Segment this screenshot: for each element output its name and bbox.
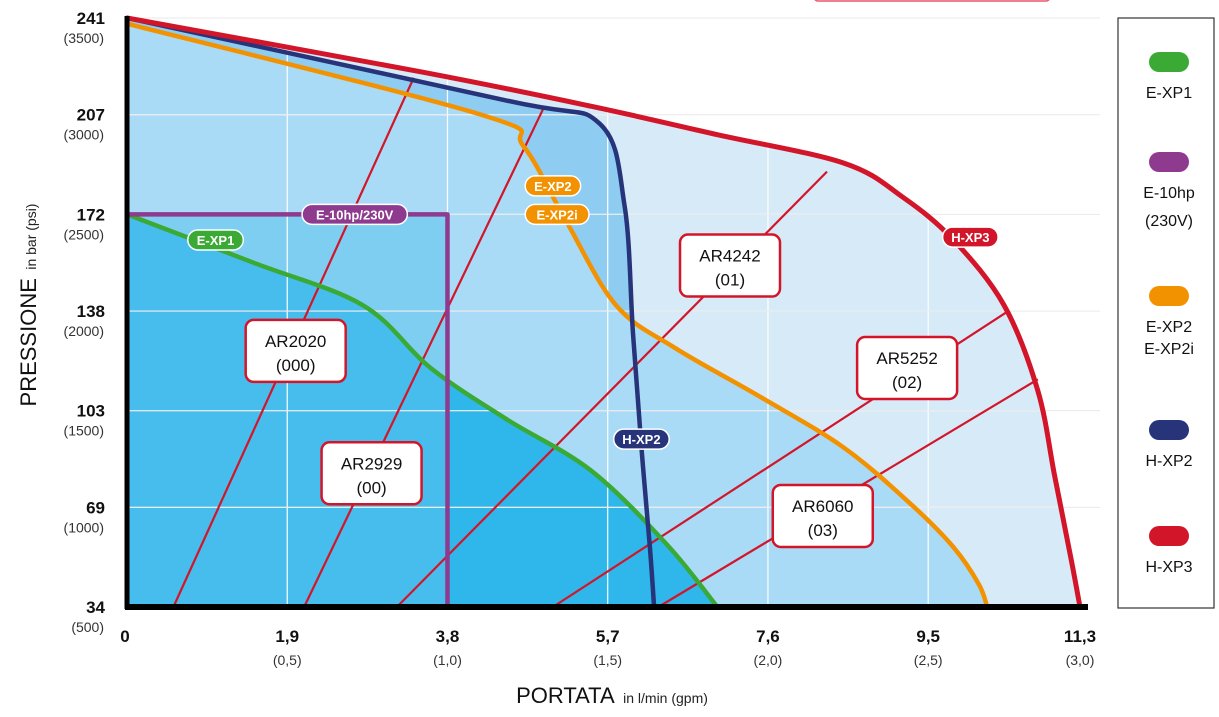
curve-label-pill xyxy=(187,229,245,251)
y-tick-label: 103 xyxy=(77,402,105,421)
legend-label: E-XP1 xyxy=(1146,85,1192,102)
curve-e-xp1 xyxy=(124,212,720,610)
y-tick-sublabel: (1500) xyxy=(64,423,104,439)
load-box-ar6060 xyxy=(771,483,875,549)
legend-label-secondary: (230V) xyxy=(1145,213,1193,230)
x-tick-sublabel: (2,5) xyxy=(914,652,943,668)
x-tick-label: 1,9 xyxy=(275,627,299,646)
load-box-title: AR4242 xyxy=(699,247,760,266)
legend: E-XP1 E-10hp (230V) E-XP2 E-XP2i H-XP2 H-XP3 xyxy=(814,0,1215,609)
legend-swatch xyxy=(1149,526,1189,546)
y-tick-sublabel: (1000) xyxy=(64,519,104,535)
curve-label-pill xyxy=(301,203,409,226)
curve-label-text: H-XP3 xyxy=(951,230,989,245)
curve-label-pill xyxy=(941,226,999,248)
legend-swatch xyxy=(1149,52,1189,72)
y-axis-label: PRESSIONE in bar (psi) xyxy=(16,204,41,407)
load-box-title: AR2929 xyxy=(341,454,402,473)
load-box-ar2929 xyxy=(320,441,423,506)
load-box-code: (000) xyxy=(276,356,316,375)
load-box-title: AR6060 xyxy=(792,497,853,516)
load-box-ar5252 xyxy=(855,335,959,401)
load-box-code: (03) xyxy=(808,521,838,540)
legend-frame xyxy=(1117,17,1215,609)
area-fills xyxy=(127,18,1080,608)
y-tick-label: 207 xyxy=(77,106,105,125)
curve-h-xp3 xyxy=(124,15,1083,610)
load-line-labels: AR2020 (000) AR2929 (00) AR4242 (01) AR5252 (02… xyxy=(244,233,959,549)
load-box-code: (02) xyxy=(892,373,922,392)
legend-label: E-XP2 xyxy=(1146,319,1192,336)
curve-label-text: E-XP2i xyxy=(537,207,578,222)
tick-labels: 241 (3500) 207 (3000) 172 (2500) 138 (2000) 103 (… xyxy=(64,9,1097,668)
x-tick-label: 11,3 xyxy=(1064,627,1096,646)
x-tick-sublabel: (0,5) xyxy=(273,652,302,668)
performance-curves xyxy=(124,15,1083,610)
load-box-title: AR5252 xyxy=(876,349,937,368)
legend-label: H-XP3 xyxy=(1145,559,1192,576)
curve-e-xp2-e-xp2i xyxy=(124,21,990,610)
x-tick-sublabel: (1,5) xyxy=(593,652,622,668)
y-tick-sublabel: (2500) xyxy=(64,226,104,242)
legend-label: E-10hp xyxy=(1143,185,1195,202)
load-box-code: (01) xyxy=(715,271,745,290)
curve-label-pill xyxy=(524,175,582,197)
curve-labels: E-10hp/230V E-XP1 E-XP2 E-XP2i H-XP2 H-XP3 xyxy=(187,175,999,450)
curve-label-pill xyxy=(524,203,590,226)
x-tick-label: 0 xyxy=(120,627,129,646)
load-box-title: AR2020 xyxy=(265,332,326,351)
load-box-code: (00) xyxy=(356,478,386,497)
x-tick-sublabel: (2,0) xyxy=(754,652,783,668)
legend-label-secondary: E-XP2i xyxy=(1144,341,1194,358)
legend-swatch xyxy=(1149,286,1189,306)
axes xyxy=(124,16,1088,610)
y-tick-label: 69 xyxy=(86,498,105,517)
x-tick-label: 7,6 xyxy=(756,627,780,646)
curve-label-text: E-XP2 xyxy=(534,179,572,194)
legend-swatch xyxy=(1149,420,1189,440)
legend-label: H-XP2 xyxy=(1145,453,1192,470)
y-tick-label: 172 xyxy=(77,205,105,224)
curve-label-text: H-XP2 xyxy=(622,432,660,447)
curve-label-pill xyxy=(612,428,670,450)
top-edge-box xyxy=(814,0,1050,2)
curve-label-text: E-XP1 xyxy=(197,233,235,248)
x-tick-label: 3,8 xyxy=(436,627,460,646)
x-tick-sublabel: (1,0) xyxy=(433,652,462,668)
y-tick-sublabel: (500) xyxy=(71,619,104,635)
curve-h-xp2 xyxy=(124,15,657,610)
curve-e-10hp-230v- xyxy=(124,212,450,610)
curve-label-text: E-10hp/230V xyxy=(316,207,394,222)
legend-swatch xyxy=(1149,152,1189,172)
x-tick-sublabel: (3,0) xyxy=(1066,652,1095,668)
x-axis-label: PORTATA in l/min (gpm) xyxy=(516,683,708,708)
y-tick-label: 34 xyxy=(86,598,105,617)
load-line-ar2929 xyxy=(303,105,546,608)
y-tick-label: 138 xyxy=(77,302,105,321)
y-tick-label: 241 xyxy=(77,9,105,28)
y-tick-sublabel: (3000) xyxy=(64,127,104,143)
load-box-ar4242 xyxy=(678,233,782,298)
y-tick-sublabel: (3500) xyxy=(64,30,104,46)
x-tick-label: 5,7 xyxy=(596,627,620,646)
y-tick-sublabel: (2000) xyxy=(64,323,104,339)
x-tick-label: 9,5 xyxy=(916,627,940,646)
load-box-ar2020 xyxy=(244,318,347,384)
